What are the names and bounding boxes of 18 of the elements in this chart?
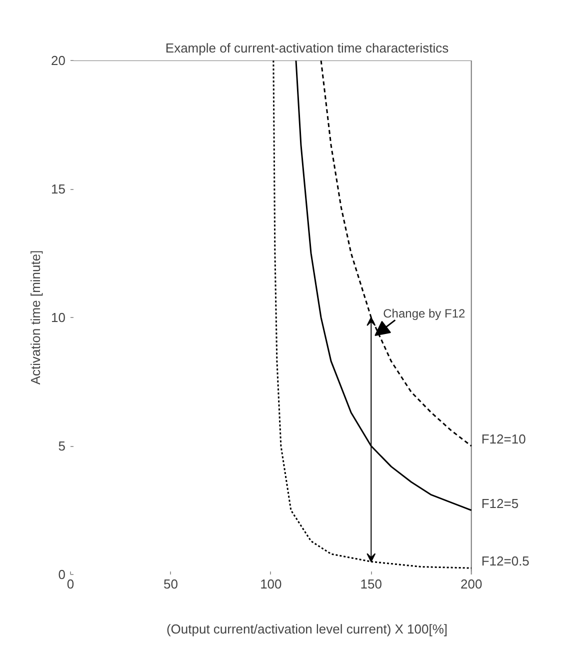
x-tick-label: 50 [163,576,178,592]
y-tick-label: 5 [58,438,66,454]
series-label: F12=0.5 [481,554,530,569]
x-axis-title: (Output current/activation level current) X 100[%] [166,622,448,636]
y-tick-label: 10 [51,310,66,325]
series-label: F12=10 [481,432,526,446]
series-label: F12=5 [481,496,519,511]
line-series [272,60,472,569]
y-tick-label: 20 [51,53,66,68]
y-tick-label: 15 [51,182,66,196]
y-tick-label: 0 [58,567,66,582]
line-series [320,60,472,447]
x-tick-label: 100 [260,576,282,592]
chart-title: Example of current-activation time characteristics [165,40,450,56]
x-tick-label: 150 [360,576,382,592]
x-tick-label: 200 [460,576,482,592]
y-axis-title: Activation time [minute] [28,250,44,385]
annotation: Change by F12 [383,306,466,320]
